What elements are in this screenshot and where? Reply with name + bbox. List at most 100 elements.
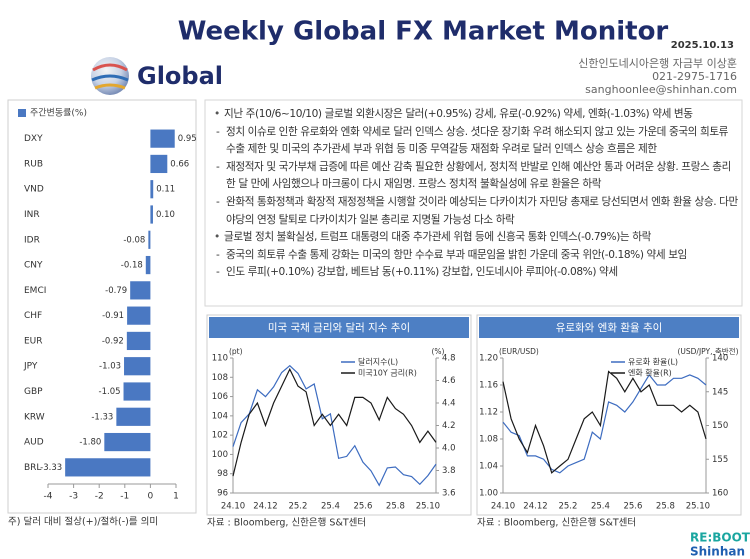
- bar: [150, 154, 168, 174]
- y-tick-label: 1.20: [479, 354, 498, 364]
- y2-tick-label: 160: [712, 489, 728, 499]
- value-label: -1.33: [91, 412, 113, 422]
- value-label: -0.91: [102, 311, 124, 321]
- summary-sub-bullet: 재정적자 및 국가부채 급증에 따른 예산 감축 필요한 상황에서, 정치적 반…: [212, 159, 738, 194]
- bar: [116, 407, 151, 426]
- summary-bullet: 글로벌 정치 불확실성, 트럼프 대통령의 대중 추가관세 위협 등에 신흥국 …: [212, 229, 738, 247]
- x-tick-label: 25.2: [288, 502, 307, 512]
- y-tick-label: 98: [217, 469, 228, 479]
- bar: [150, 129, 175, 148]
- y-tick-label: 1.12: [479, 408, 498, 418]
- legend-label: 엔화 환율(R): [628, 368, 672, 378]
- section-title: Global: [137, 62, 223, 90]
- category-label: DXY: [24, 134, 43, 144]
- bar: [145, 255, 151, 275]
- category-label: CNY: [24, 261, 43, 271]
- category-label: VND: [24, 185, 44, 195]
- category-label: EMCI: [24, 286, 46, 296]
- legend-label: 주간변동률(%): [30, 108, 87, 119]
- value-label: -0.92: [102, 336, 124, 346]
- category-label: GBP: [24, 387, 43, 397]
- category-label: IDR: [24, 235, 40, 245]
- logo-line: Shinhan: [690, 545, 745, 559]
- bar: [150, 205, 153, 224]
- legend-swatch: [18, 109, 26, 117]
- chart-panel: [476, 314, 742, 516]
- summary-sub-bullet: 완화적 통화정책과 확장적 재정정책을 시행할 것이라 예상되는 다카이치가 자…: [212, 194, 738, 229]
- y-tick-label: 104: [212, 411, 228, 421]
- value-label: 0.66: [170, 159, 189, 169]
- y2-tick-label: 4.6: [442, 376, 456, 386]
- value-label: -1.03: [99, 362, 121, 372]
- contact-line: 021-2975-1716: [652, 70, 737, 83]
- category-label: KRW: [24, 412, 45, 422]
- bar: [104, 432, 151, 452]
- bar: [130, 281, 151, 300]
- y2-tick-label: 145: [712, 387, 728, 397]
- value-label: -3.33: [40, 463, 62, 473]
- chart-title: 미국 국채 금리와 달러 지수 추이: [268, 322, 410, 334]
- bar: [124, 357, 151, 376]
- chart-title: 유로화와 엔화 환율 추이: [556, 322, 663, 334]
- y2-tick-label: 4.0: [442, 444, 456, 454]
- bar: [123, 382, 151, 401]
- line-series: [502, 373, 707, 474]
- summary-sub-bullet: 정치 이슈로 인한 유로화와 엔화 약세로 달러 인덱스 상승. 셧다운 장기화…: [212, 124, 738, 159]
- contact-line: 신한인도네시아은행 자금부 이상훈: [578, 57, 737, 70]
- line-series: [232, 367, 437, 477]
- y2-axis-unit: (%): [432, 347, 445, 356]
- category-label: CHF: [24, 311, 42, 321]
- x-tick-label: 25.10: [686, 502, 710, 512]
- y-tick-label: 102: [212, 431, 228, 441]
- legend-label: 미국10Y 금리(R): [358, 369, 417, 378]
- x-tick-label: 25.4: [591, 502, 610, 512]
- x-tick-label: -3: [69, 492, 78, 502]
- bar: [126, 331, 151, 351]
- y2-tick-label: 4.8: [442, 354, 456, 364]
- y-tick-label: 1.00: [479, 489, 498, 499]
- y2-tick-label: 4.4: [442, 399, 456, 409]
- value-label: 0.95: [178, 134, 197, 144]
- x-tick-label: 25.4: [321, 502, 340, 512]
- value-label: -1.80: [79, 438, 101, 448]
- category-label: RUB: [24, 159, 43, 169]
- contact-line: sanghoonlee@shinhan.com: [585, 83, 737, 96]
- x-tick-label: -4: [44, 492, 53, 502]
- y-tick-label: 96: [217, 489, 228, 499]
- value-label: -0.08: [123, 235, 145, 245]
- x-tick-label: 25.8: [656, 502, 675, 512]
- chart-header: [209, 317, 469, 338]
- y2-tick-label: 150: [712, 421, 728, 431]
- value-label: -0.79: [105, 286, 127, 296]
- bar: [150, 180, 154, 199]
- y-tick-label: 1.04: [479, 462, 498, 472]
- legend-label: 달러지수(L): [358, 358, 398, 367]
- category-label: AUD: [24, 438, 44, 448]
- summary-sub-bullet: 인도 루피(+0.10%) 강보합, 베트남 동(+0.11%) 강보합, 인도…: [212, 264, 738, 282]
- y-axis-unit: (pt): [229, 347, 243, 356]
- legend-label: 유로화 환율(L): [628, 357, 678, 367]
- y-tick-label: 1.08: [479, 435, 498, 445]
- footnote: 주) 달러 대비 절상(+)/절하(-)를 의미: [8, 516, 158, 528]
- logo-line: RE:BOOT: [690, 531, 750, 545]
- y2-axis-unit: (USD/JPY, 축반전): [677, 346, 738, 356]
- bar: [65, 458, 151, 477]
- y2-tick-label: 3.6: [442, 489, 456, 499]
- x-tick-label: 1: [173, 492, 179, 502]
- value-label: 0.11: [156, 185, 175, 195]
- page-title: Weekly Global FX Market Monitor: [178, 17, 669, 47]
- x-tick-label: 25.6: [623, 502, 642, 512]
- x-tick-label: 24.10: [221, 502, 245, 512]
- chart-header: [479, 317, 739, 338]
- x-tick-label: 25.10: [416, 502, 440, 512]
- globe-icon: [91, 57, 129, 95]
- y-tick-label: 108: [212, 373, 228, 383]
- x-tick-label: 25.8: [386, 502, 405, 512]
- y-tick-label: 110: [212, 354, 228, 364]
- summary-bullet: 지난 주(10/6~10/10) 글로벌 외환시장은 달러(+0.95%) 강세…: [212, 106, 738, 124]
- category-label: EUR: [24, 336, 43, 346]
- bar: [148, 230, 151, 249]
- chart-source: 자료 : Bloomberg, 신한은행 S&T센터: [207, 517, 366, 529]
- y2-tick-label: 3.8: [442, 466, 456, 476]
